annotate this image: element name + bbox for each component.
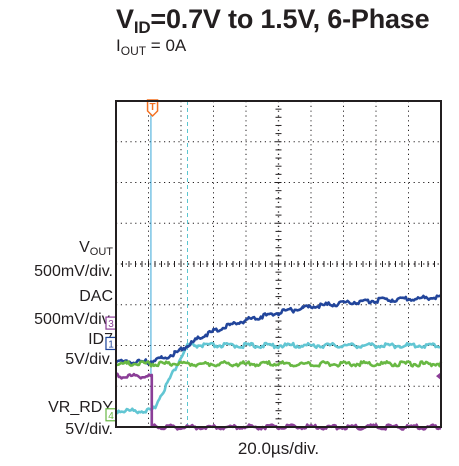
chart-title: VID=0.7V to 1.5V, 6-Phase [116,4,430,37]
trigger-marker: T [146,99,159,118]
vout-scale-label: 500mV/div. [34,263,113,280]
trace-vr-rdy [115,360,443,368]
trace-dac [114,341,442,415]
trace-vout [115,293,442,366]
plot-frame [115,100,442,428]
dac-label: DAC [79,288,113,305]
vout-label: VOUT [79,239,113,258]
svg-text:T: T [150,102,156,113]
channel-marker-3: 3 [105,316,117,330]
channel-marker-1: 1 [105,336,117,350]
dac-scale-label: 500mV/div. [34,311,113,328]
right-edge-marker [436,372,441,381]
svg-text:4: 4 [108,411,114,422]
vr-rdy-label: VR_RDY [48,399,113,416]
svg-text:3: 3 [108,319,114,330]
id7-scale-label: 5V/div. [65,351,113,368]
svg-text:1: 1 [108,339,114,350]
chart-subtitle: IOUT = 0A [116,36,187,58]
vr-rdy-scale-label: 5V/div. [65,421,113,438]
trace-id7 [115,372,442,431]
channel-marker-4: 4 [105,408,117,422]
x-axis-label: 20.0µs/div. [237,439,320,458]
